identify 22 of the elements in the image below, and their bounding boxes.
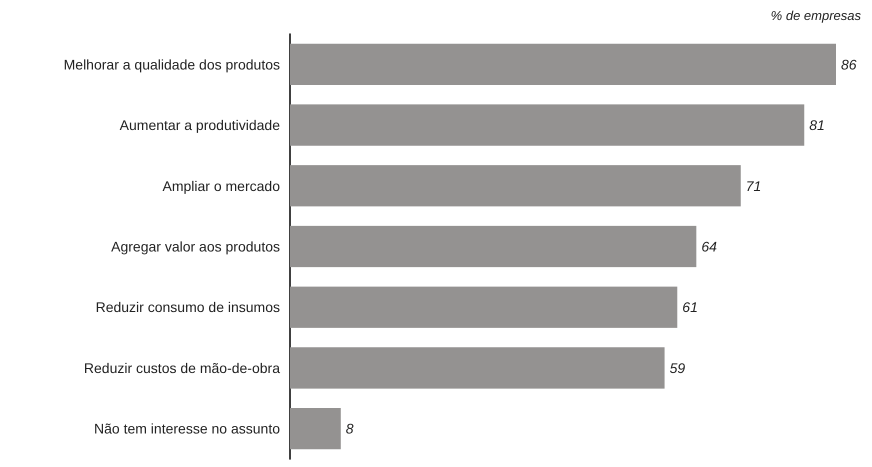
data-label: 81 bbox=[809, 117, 825, 134]
bar bbox=[290, 286, 678, 328]
bar bbox=[290, 226, 696, 268]
y-tick-label: Agregar valor aos produtos bbox=[111, 238, 280, 254]
bar bbox=[290, 104, 804, 146]
data-label: 8 bbox=[346, 420, 354, 437]
bar bbox=[290, 44, 836, 85]
data-label: 86 bbox=[841, 56, 857, 72]
y-tick-label: Melhorar a qualidade dos produtos bbox=[64, 56, 280, 72]
data-label: 71 bbox=[746, 178, 762, 194]
bar bbox=[290, 165, 741, 206]
bar bbox=[290, 408, 341, 450]
data-label: 64 bbox=[701, 238, 718, 254]
chart-subtitle: % de empresas bbox=[770, 8, 862, 23]
data-label: 59 bbox=[670, 360, 686, 376]
y-tick-label: Não tem interesse no assunto bbox=[94, 420, 280, 437]
data-label: 61 bbox=[682, 299, 698, 316]
bar bbox=[290, 347, 665, 389]
y-tick-label: Reduzir custos de mão-de-obra bbox=[84, 360, 280, 376]
y-tick-label: Ampliar o mercado bbox=[162, 178, 280, 194]
y-tick-label: Reduzir consumo de insumos bbox=[96, 299, 280, 316]
y-tick-label: Aumentar a produtividade bbox=[120, 117, 280, 134]
